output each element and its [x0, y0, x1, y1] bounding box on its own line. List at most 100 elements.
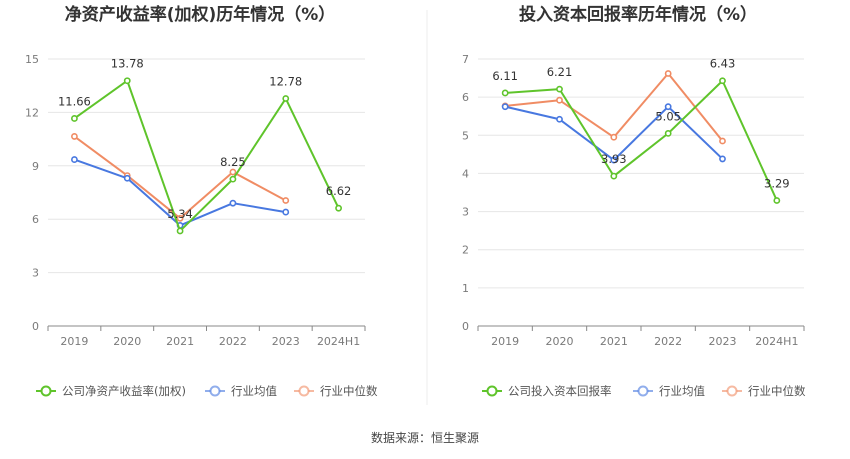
legend-label: 行业中位数: [748, 384, 806, 398]
roic-legend-item[interactable]: 行业中位数: [722, 384, 806, 398]
roic-data-label: 3.29: [764, 177, 790, 191]
roe-chart: 净资产收益率(加权)历年情况（%） 0 3 6 9 12 15 2019 2020 2021 20…: [25, 4, 378, 398]
roe-legend-item[interactable]: 行业均值: [205, 384, 277, 398]
roe-data-point[interactable]: [282, 208, 290, 216]
roic-y-tick-label: 6: [462, 91, 469, 104]
roic-chart-title: 投入资本回报率历年情况（%）: [519, 4, 757, 25]
roe-legend-item[interactable]: 公司净资产收益率(加权): [36, 384, 186, 398]
roe-data-label: 6.62: [326, 184, 352, 198]
roe-data-label: 8.25: [220, 155, 246, 169]
roe-data-point[interactable]: [282, 95, 290, 102]
roe-grid: [48, 58, 365, 274]
roe-data-point[interactable]: [71, 156, 78, 163]
roic-data-label: 6.43: [710, 57, 736, 71]
roic-data-point[interactable]: [664, 70, 672, 77]
roic-legend[interactable]: 公司投入资本回报率 行业均值 行业中位数: [482, 384, 806, 398]
roic-data-point[interactable]: [719, 77, 726, 85]
roe-data-point[interactable]: [229, 175, 237, 183]
roic-y-tick-label: 5: [462, 129, 469, 142]
roe-data-point[interactable]: [71, 115, 78, 122]
roe-y-tick-label: 15: [25, 53, 39, 66]
roe-data-point[interactable]: [335, 204, 342, 212]
legend-label: 公司净资产收益率(加权): [62, 384, 186, 398]
legend-marker-icon: [637, 385, 649, 397]
legend-label: 行业均值: [231, 384, 277, 398]
roic-data-point[interactable]: [501, 89, 509, 97]
roic-x-tick-label: 2020: [546, 335, 574, 348]
legend-marker-icon: [298, 385, 310, 397]
roic-series: [501, 70, 781, 204]
roe-data-point[interactable]: [123, 77, 131, 85]
legend-marker-icon: [486, 385, 498, 397]
roic-legend-item[interactable]: 公司投入资本回报率: [482, 384, 612, 398]
roic-data-label: 6.11: [492, 69, 518, 83]
roic-y-tick-label: 1: [462, 282, 469, 295]
roic-y-tick-label: 7: [462, 53, 469, 66]
data-source-note: 数据来源：恒生聚源: [371, 430, 479, 445]
roic-series-line-2: [505, 72, 724, 142]
roic-data-point[interactable]: [610, 172, 618, 180]
roic-data-label: 6.21: [547, 65, 573, 79]
roic-x-tick-label: 2019: [491, 335, 519, 348]
roic-data-point[interactable]: [664, 129, 672, 137]
roe-x-tick-label: 2019: [60, 335, 88, 348]
roe-data-label: 5.34: [167, 207, 193, 221]
roe-data-point[interactable]: [71, 133, 78, 140]
roe-x-tick-label: 2024H1: [317, 335, 360, 348]
roe-y-tick-label: 9: [32, 160, 39, 173]
roic-y-tick-label: 3: [462, 206, 469, 219]
roic-data-label: 3.93: [601, 152, 627, 166]
roe-y-tick-label: 12: [25, 106, 39, 119]
roe-series-line-0: [73, 79, 340, 232]
roic-chart: 投入资本回报率历年情况（%） 0 1 2 3 4 5 6 7 2019 2020 2021 2022 2…: [462, 4, 806, 398]
roic-y-tick-label: 4: [462, 167, 469, 180]
roic-x-tick-label: 2021: [600, 335, 628, 348]
roic-data-point[interactable]: [556, 85, 563, 93]
roe-x-tick-label: 2020: [113, 335, 141, 348]
roe-chart-title: 净资产收益率(加权)历年情况（%）: [65, 4, 336, 25]
roic-legend-item[interactable]: 行业均值: [633, 384, 705, 398]
roe-y-tick-label: 3: [32, 267, 39, 280]
roe-x-tick-label: 2023: [272, 335, 300, 348]
roic-data-label: 5.05: [655, 109, 681, 123]
roe-x-tick-label: 2021: [166, 335, 194, 348]
legend-marker-icon: [40, 385, 52, 397]
roic-y-tick-label: 0: [462, 320, 469, 333]
roe-data-point[interactable]: [229, 168, 237, 176]
legend-label: 行业均值: [659, 384, 705, 398]
roic-data-point[interactable]: [610, 156, 618, 164]
roic-data-labels: 6.11 6.21 3.93 5.05 6.43 3.29: [492, 57, 789, 191]
roe-data-point[interactable]: [229, 199, 237, 207]
roe-legend-item[interactable]: 行业中位数: [294, 384, 378, 398]
roic-axes: 0 1 2 3 4 5 6 7 2019 2020 2021 2022 2023 2024H1: [462, 53, 805, 348]
roe-y-tick-label: 6: [32, 213, 39, 226]
roe-axes: 0 3 6 9 12 15 2019 2020 2021 2022 2023 2024H1: [25, 53, 366, 348]
roic-data-point[interactable]: [773, 197, 781, 204]
roic-data-point[interactable]: [556, 96, 563, 104]
roe-series: [71, 77, 342, 235]
roic-y-tick-label: 2: [462, 244, 469, 257]
roe-data-label: 11.66: [58, 94, 91, 108]
roic-x-tick-label: 2022: [654, 335, 682, 348]
legend-marker-icon: [209, 385, 221, 397]
roic-x-tick-label: 2023: [709, 335, 737, 348]
roic-data-point[interactable]: [664, 103, 672, 111]
legend-marker-icon: [726, 385, 738, 397]
roic-data-point[interactable]: [719, 155, 726, 163]
legend-label: 公司投入资本回报率: [508, 384, 612, 398]
roic-data-point[interactable]: [501, 103, 509, 111]
roic-data-point[interactable]: [610, 133, 618, 141]
roe-data-point[interactable]: [176, 214, 184, 222]
roe-data-point[interactable]: [123, 174, 131, 182]
roic-data-point[interactable]: [556, 115, 563, 123]
roe-data-point[interactable]: [282, 197, 290, 204]
legend-label: 行业中位数: [320, 384, 378, 398]
roic-data-point[interactable]: [719, 137, 726, 145]
roe-legend[interactable]: 公司净资产收益率(加权) 行业均值 行业中位数: [36, 384, 378, 398]
roe-y-tick-label: 0: [32, 320, 39, 333]
roic-x-tick-label: 2024H1: [755, 335, 798, 348]
roe-x-tick-label: 2022: [219, 335, 247, 348]
roic-grid: [478, 58, 804, 289]
roe-data-point[interactable]: [176, 227, 184, 235]
